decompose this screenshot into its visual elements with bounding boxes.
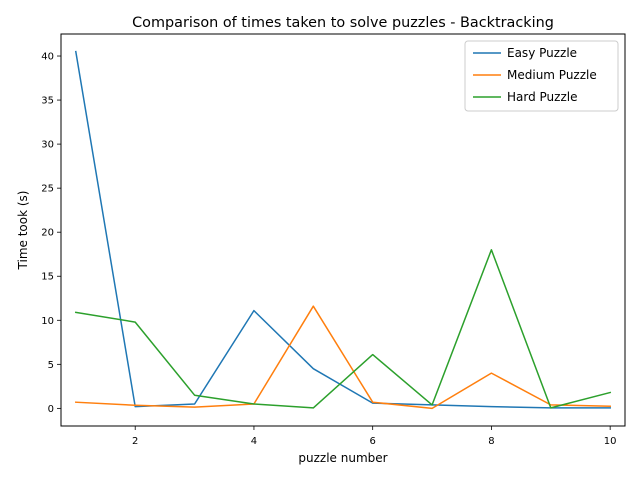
x-tick-label: 4 [251,436,257,447]
series-line-3 [74,249,612,409]
x-axis-label: puzzle number [298,451,387,465]
y-tick-label: 20 [41,228,54,239]
x-axis-ticks: 2 4 6 8 10 [132,426,617,447]
legend-label-1: Easy Puzzle [507,46,577,60]
x-tick-label: 6 [369,436,375,447]
legend: Easy Puzzle Medium Puzzle Hard Puzzle [464,40,619,112]
y-tick-label: 35 [41,96,54,107]
x-tick-label: 2 [132,436,138,447]
series-line-1 [74,50,611,409]
y-axis-ticks: 0 5 10 15 20 25 30 35 40 [41,52,61,415]
y-axis-label: Time took (s) [16,191,30,271]
x-tick-label: 8 [488,436,494,447]
chart-title: Comparison of times taken to solve puzzl… [132,15,554,31]
y-tick-label: 0 [48,404,54,415]
y-tick-label: 25 [41,184,54,195]
x-tick-label: 10 [604,436,617,447]
y-tick-label: 10 [41,316,54,327]
y-tick-label: 30 [41,140,54,151]
legend-label-3: Hard Puzzle [507,90,577,104]
y-tick-label: 40 [41,52,54,63]
y-tick-label: 5 [48,360,54,371]
y-tick-label: 15 [41,272,54,283]
legend-box [464,40,619,112]
plot-frame [60,33,626,427]
series-line-2 [75,305,611,410]
legend-label-2: Medium Puzzle [507,68,597,82]
series-layer [74,50,612,410]
